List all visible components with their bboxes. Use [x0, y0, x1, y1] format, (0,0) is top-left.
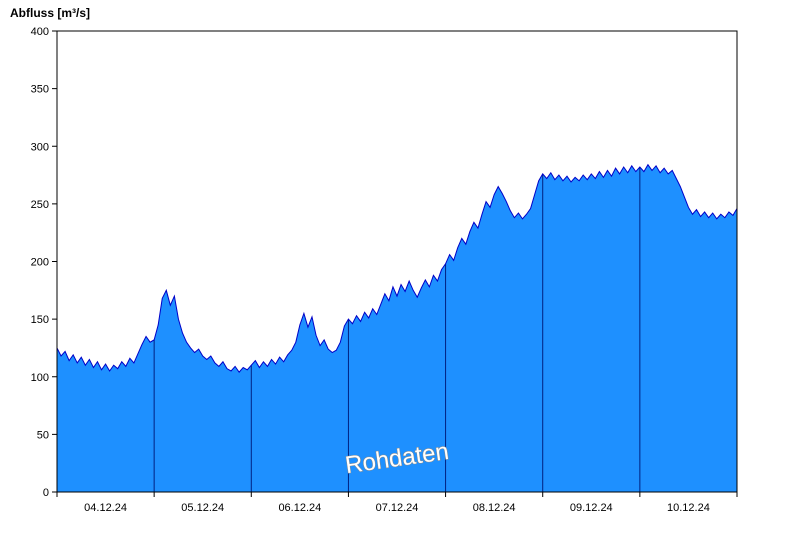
x-axis-day-label: 08.12.24 — [473, 502, 516, 514]
line-series — [56, 163, 738, 373]
x-axis-day-label: 10.12.24 — [667, 502, 710, 514]
y-axis-tick-label: 200 — [31, 257, 49, 269]
x-axis-day-label: 09.12.24 — [570, 502, 613, 514]
area-series — [57, 164, 737, 492]
y-axis-tick-label: 250 — [31, 199, 49, 211]
x-axis-day-label: 07.12.24 — [376, 502, 419, 514]
y-axis-tick-label: 0 — [43, 487, 49, 499]
y-axis-tick-label: 350 — [31, 84, 49, 96]
x-axis-day-label: 05.12.24 — [181, 502, 224, 514]
x-axis-day-label: 06.12.24 — [278, 502, 321, 514]
y-axis-tick-label: 50 — [37, 429, 49, 441]
y-axis-tick-label: 100 — [31, 372, 49, 384]
y-axis-tick-label: 300 — [31, 141, 49, 153]
y-axis-tick-label: 400 — [31, 26, 49, 38]
y-axis-tick-label: 150 — [31, 314, 49, 326]
x-axis-day-label: 04.12.24 — [84, 502, 127, 514]
chart-title: Abfluss [m³/s] — [10, 6, 91, 20]
